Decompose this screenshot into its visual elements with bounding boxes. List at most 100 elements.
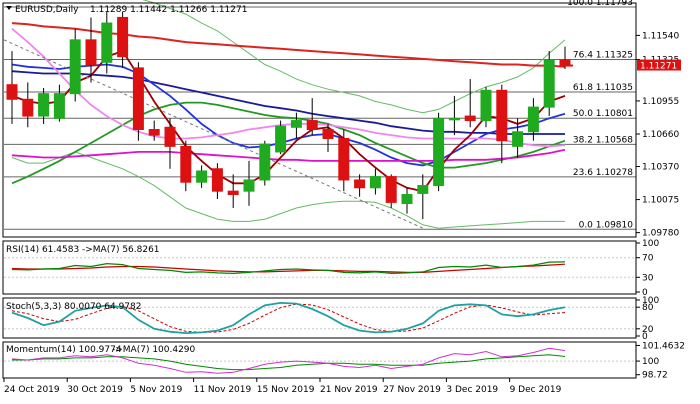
candle-body bbox=[480, 89, 492, 122]
stochastic-label: Stoch(5,3,3) 80.0070 64.9782 bbox=[6, 302, 141, 312]
candle-body bbox=[275, 125, 287, 153]
rsi-line bbox=[11, 261, 566, 275]
moving-average-line bbox=[11, 63, 566, 167]
candle-body bbox=[338, 137, 350, 181]
candle-body bbox=[322, 129, 334, 139]
bollinger-upper-band bbox=[142, 0, 566, 114]
current-price-label: 1.11271 bbox=[640, 62, 677, 72]
fibonacci-level-label: 100.0 1.11793 bbox=[567, 0, 633, 8]
stochastic-tick-label: 0 bbox=[642, 332, 648, 342]
rsi-tick-label: 70 bbox=[642, 254, 654, 264]
candle-body bbox=[354, 179, 366, 189]
current-price-marker: 1.11271 bbox=[637, 59, 681, 72]
moving-average-line bbox=[11, 148, 566, 162]
fibonacci-level-label: 38.2 1.10568 bbox=[573, 135, 633, 145]
candle-body bbox=[448, 117, 460, 121]
date-tick-label: 3 Dec 2019 bbox=[446, 385, 498, 395]
date-tick-label: 9 Dec 2019 bbox=[510, 385, 562, 395]
momentum-tick-label: 101.4632 bbox=[642, 341, 685, 351]
date-tick-label: 30 Oct 2019 bbox=[67, 385, 123, 395]
fibonacci-level-label: 50.0 1.10801 bbox=[573, 109, 633, 119]
candle-body bbox=[22, 98, 34, 117]
candle-body bbox=[464, 115, 476, 122]
candle-body bbox=[85, 39, 97, 66]
moving-average-line bbox=[11, 101, 566, 185]
candle-body bbox=[433, 117, 445, 187]
momentum-label: Momentum(14) 100.9774 bbox=[6, 345, 122, 355]
stochastic-tick-label: 100 bbox=[642, 296, 659, 306]
rsi-tick-label: 100 bbox=[642, 239, 659, 249]
momentum-line bbox=[11, 347, 566, 374]
price-tick-label: 1.10955 bbox=[642, 97, 679, 107]
date-tick-label: 15 Nov 2019 bbox=[257, 385, 315, 395]
rsi-ma-label: ->MA(7) 56.8261 bbox=[82, 245, 160, 255]
momentum-tick-label: 100 bbox=[642, 357, 659, 367]
trend-line bbox=[3, 39, 424, 229]
stochastic-main-line bbox=[11, 301, 566, 335]
candle-body bbox=[290, 120, 302, 128]
rsi-tick-label: 0 bbox=[642, 288, 648, 298]
collapse-triangle-icon bbox=[6, 6, 12, 10]
fibonacci-level-label: 76.4 1.11325 bbox=[573, 50, 633, 60]
date-tick-label: 21 Nov 2019 bbox=[320, 385, 378, 395]
candle-body bbox=[401, 194, 413, 204]
candle-body bbox=[132, 67, 144, 131]
date-axis: 24 Oct 2019 30 Oct 2019 5 Nov 2019 11 Nov 2… bbox=[3, 378, 562, 395]
date-tick-label: 27 Nov 2019 bbox=[383, 385, 441, 395]
moving-average-line bbox=[11, 28, 566, 148]
candle-body bbox=[527, 106, 539, 133]
candle-body bbox=[38, 93, 50, 117]
candle-body bbox=[417, 185, 429, 194]
price-tick-label: 1.10075 bbox=[642, 196, 679, 206]
fibonacci-level-label: 61.8 1.11035 bbox=[573, 83, 633, 93]
momentum-ma-line bbox=[12, 354, 566, 371]
candle-body bbox=[259, 143, 271, 181]
candle-body bbox=[306, 120, 318, 131]
ohlc-readout: 1.11289 1.11442 1.11266 1.11271 bbox=[90, 5, 247, 15]
candle-body bbox=[180, 145, 192, 183]
rsi-ma-line bbox=[11, 263, 566, 273]
price-tick-label: 1.11540 bbox=[642, 31, 679, 41]
stochastic-tick-label: 20 bbox=[642, 325, 654, 335]
rsi-label: RSI(14) 61.4583 bbox=[6, 245, 79, 255]
price-tick-label: 1.09780 bbox=[642, 229, 679, 239]
candle-body bbox=[227, 190, 239, 196]
date-tick-label: 5 Nov 2019 bbox=[130, 385, 182, 395]
rsi-tick-label: 30 bbox=[642, 273, 654, 283]
candle-body bbox=[496, 89, 508, 142]
candlestick-series bbox=[6, 11, 573, 220]
chart-header: EURUSD,Daily 1.11289 1.11442 1.11266 1.1… bbox=[6, 5, 247, 15]
candle-body bbox=[543, 59, 555, 108]
price-panel-border bbox=[2, 2, 637, 238]
candle-body bbox=[369, 176, 381, 189]
stochastic-tick-label: 80 bbox=[642, 303, 654, 313]
fibonacci-level-label: 0.0 1.09810 bbox=[579, 220, 634, 230]
momentum-axis: 101.4632 100 98.72 bbox=[636, 341, 685, 381]
candle-body bbox=[512, 131, 524, 147]
date-tick-label: 11 Nov 2019 bbox=[194, 385, 252, 395]
symbol-label: EURUSD,Daily bbox=[15, 5, 79, 15]
stochastic-panel-border bbox=[2, 297, 637, 339]
candle-body bbox=[196, 170, 208, 183]
fibonacci-level-label: 23.6 1.10278 bbox=[573, 168, 633, 178]
candle-body bbox=[69, 39, 81, 95]
candle-body bbox=[101, 22, 113, 63]
price-tick-label: 1.10660 bbox=[642, 130, 679, 140]
candle-body bbox=[117, 16, 129, 58]
candle-body bbox=[6, 84, 18, 100]
candle-body bbox=[148, 129, 160, 136]
candle-body bbox=[211, 168, 223, 192]
candle-body bbox=[385, 176, 397, 203]
momentum-tick-label: 98.72 bbox=[642, 371, 668, 381]
candle-body bbox=[53, 93, 65, 119]
rsi-panel-border bbox=[2, 240, 637, 295]
current-price-box bbox=[637, 59, 681, 71]
price-panel: 100.0 1.11793 76.4 1.11325 61.8 1.11035 50.… bbox=[2, 0, 681, 239]
bollinger-lower-band bbox=[11, 151, 565, 229]
momentum-panel: 101.4632 100 98.72 Momentum(14) 100.9774 -… bbox=[2, 341, 685, 381]
rsi-panel: 100 70 30 0 RSI(14) 61.4583 ->MA(7) 56.8261 bbox=[2, 239, 659, 298]
